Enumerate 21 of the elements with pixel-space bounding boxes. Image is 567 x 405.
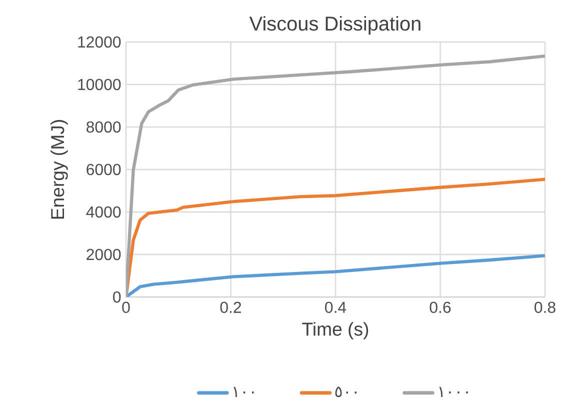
y-tick-label: 8000 xyxy=(86,121,121,133)
line-series xyxy=(126,54,545,297)
y-tick-label: 2000 xyxy=(86,248,121,260)
line-series xyxy=(126,178,545,297)
legend-label: ١٠٠ xyxy=(234,386,254,397)
y-tick-label: 12000 xyxy=(78,36,121,48)
x-tick-label: 0.2 xyxy=(220,302,242,313)
line-series xyxy=(126,254,545,297)
legend-label: ٥٠٠ xyxy=(335,386,357,398)
y-tick-label: 4000 xyxy=(86,206,121,218)
x-axis-title: Time (s) xyxy=(302,322,368,340)
chart-title: Viscous Dissipation xyxy=(249,16,420,35)
y-tick-label: 10000 xyxy=(78,78,121,90)
x-tick-label: 0.8 xyxy=(534,302,556,313)
legend-label: ١٠٠٠ xyxy=(439,386,468,397)
y-tick-label: 0 xyxy=(113,291,121,303)
x-tick-label: 0.6 xyxy=(430,302,451,313)
y-tick-label: 6000 xyxy=(86,164,121,176)
x-tick-label: 0.4 xyxy=(325,302,346,313)
y-axis-title: Energy (MJ) xyxy=(50,120,68,219)
x-tick-label: 0 xyxy=(122,302,130,313)
